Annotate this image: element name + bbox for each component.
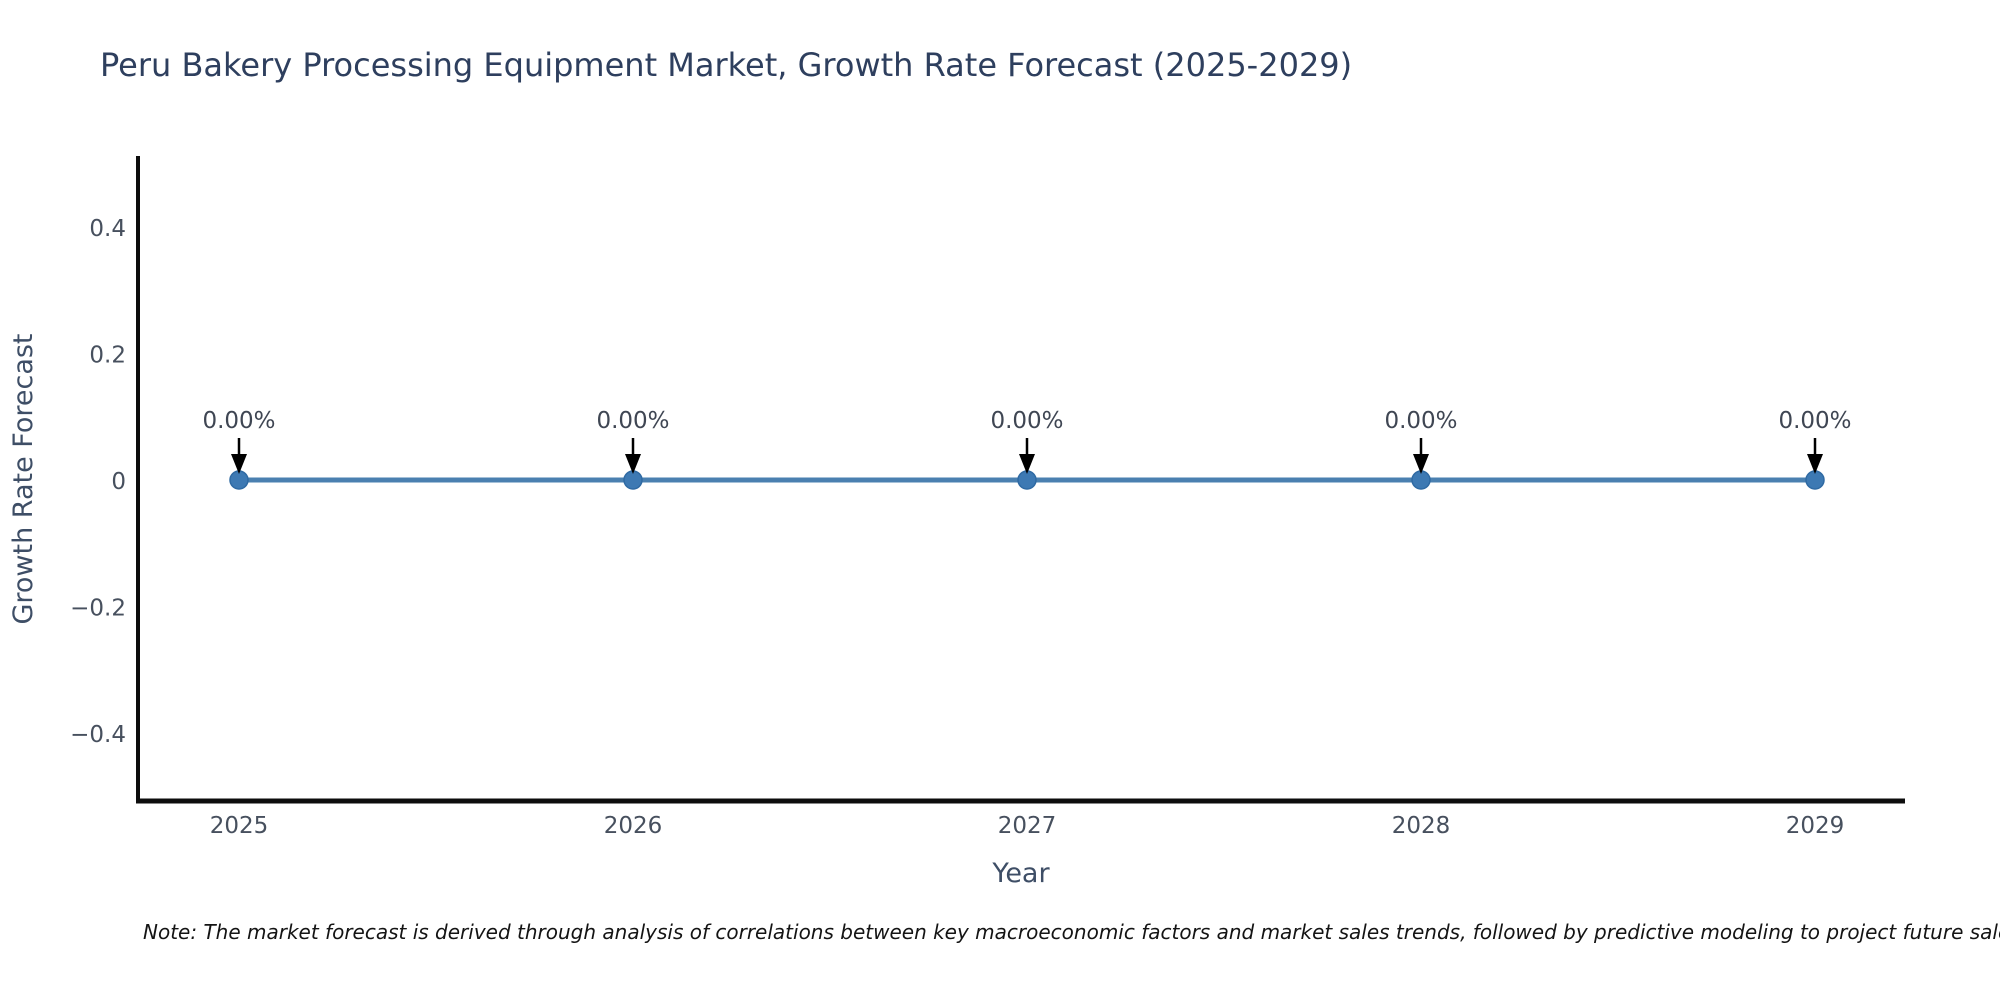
x-tick-label: 2027 [998,813,1057,839]
data-point-label: 0.00% [990,408,1063,434]
y-tick-label: −0.2 [70,596,126,622]
point-annotations: 0.00% 0.00% 0.00% 0.00% 0.00% [202,408,1852,474]
annotation-arrowhead [625,454,641,474]
data-series [229,470,1825,490]
x-tick-label: 2029 [1786,813,1845,839]
data-point-label: 0.00% [1778,408,1851,434]
data-point-label: 0.00% [596,408,669,434]
y-tick-label: 0.4 [89,216,126,242]
y-axis-title: Growth Rate Forecast [8,333,39,624]
data-point-label: 0.00% [1384,408,1457,434]
y-tick-label: 0 [111,469,126,495]
x-tick-label: 2028 [1392,813,1451,839]
footnote: Note: The market forecast is derived thr… [143,920,2000,944]
x-axis-title: Year [991,858,1050,889]
y-tick-label: −0.4 [70,722,126,748]
x-tick-label: 2026 [604,813,663,839]
annotation-arrowhead [1019,454,1035,474]
x-tick-labels: 2025 2026 2027 2028 2029 [210,813,1845,839]
chart-title: Peru Bakery Processing Equipment Market,… [100,46,1353,84]
annotation-arrowhead [1413,454,1429,474]
annotation-arrowhead [1807,454,1823,474]
data-point-label: 0.00% [202,408,275,434]
annotation-arrowhead [231,454,247,474]
x-tick-label: 2025 [210,813,269,839]
y-tick-labels: 0.4 0.2 0 −0.2 −0.4 [70,216,126,748]
y-tick-label: 0.2 [89,343,126,369]
